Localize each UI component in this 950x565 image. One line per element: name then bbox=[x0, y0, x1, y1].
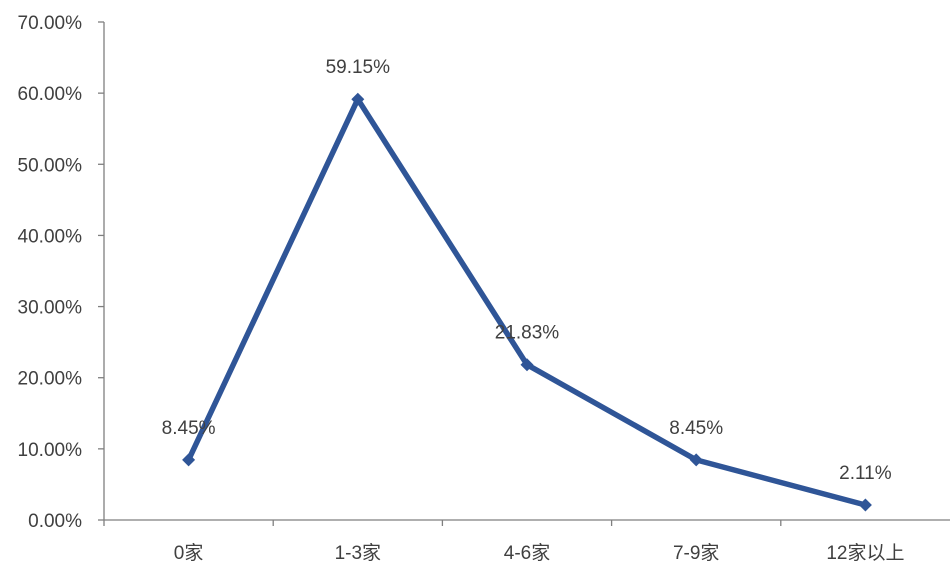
y-tick-label: 30.00% bbox=[18, 298, 83, 319]
data-point-marker bbox=[182, 453, 196, 467]
y-tick-label: 70.00% bbox=[18, 13, 83, 34]
data-label: 8.45% bbox=[669, 418, 723, 439]
data-label: 2.11% bbox=[839, 463, 892, 484]
y-tick-label: 60.00% bbox=[18, 84, 83, 105]
x-tick-label: 4-6家 bbox=[504, 542, 550, 564]
y-tick-label: 40.00% bbox=[18, 226, 83, 247]
data-label: 59.15% bbox=[326, 57, 391, 78]
x-axis: 0家 1-3家 4-6家 7-9家 12家以上 bbox=[103, 519, 950, 564]
y-tick-label: 0.00% bbox=[28, 511, 82, 532]
data-label: 8.45% bbox=[162, 418, 216, 439]
x-tick-label: 1-3家 bbox=[335, 542, 381, 564]
y-tick-label: 10.00% bbox=[18, 440, 83, 461]
x-tick-label: 12家以上 bbox=[826, 542, 904, 564]
x-tick-label: 7-9家 bbox=[673, 542, 719, 564]
data-point-marker bbox=[858, 498, 872, 512]
series-layer bbox=[182, 92, 872, 512]
y-tick-label: 20.00% bbox=[18, 369, 83, 390]
data-label-layer: 8.45% 59.15% 21.83% 8.45% 2.11% bbox=[162, 57, 892, 484]
x-tick-label: 0家 bbox=[174, 542, 204, 564]
data-point-marker bbox=[351, 92, 365, 106]
y-tick-label: 50.00% bbox=[18, 155, 83, 176]
data-point-marker bbox=[520, 358, 534, 372]
data-point-marker bbox=[689, 453, 703, 467]
y-axis: 0.00% 10.00% 20.00% 30.00% 40.00% 50.00% 60.00… bbox=[18, 13, 105, 532]
data-label: 21.83% bbox=[495, 323, 560, 344]
series-line bbox=[185, 96, 869, 508]
